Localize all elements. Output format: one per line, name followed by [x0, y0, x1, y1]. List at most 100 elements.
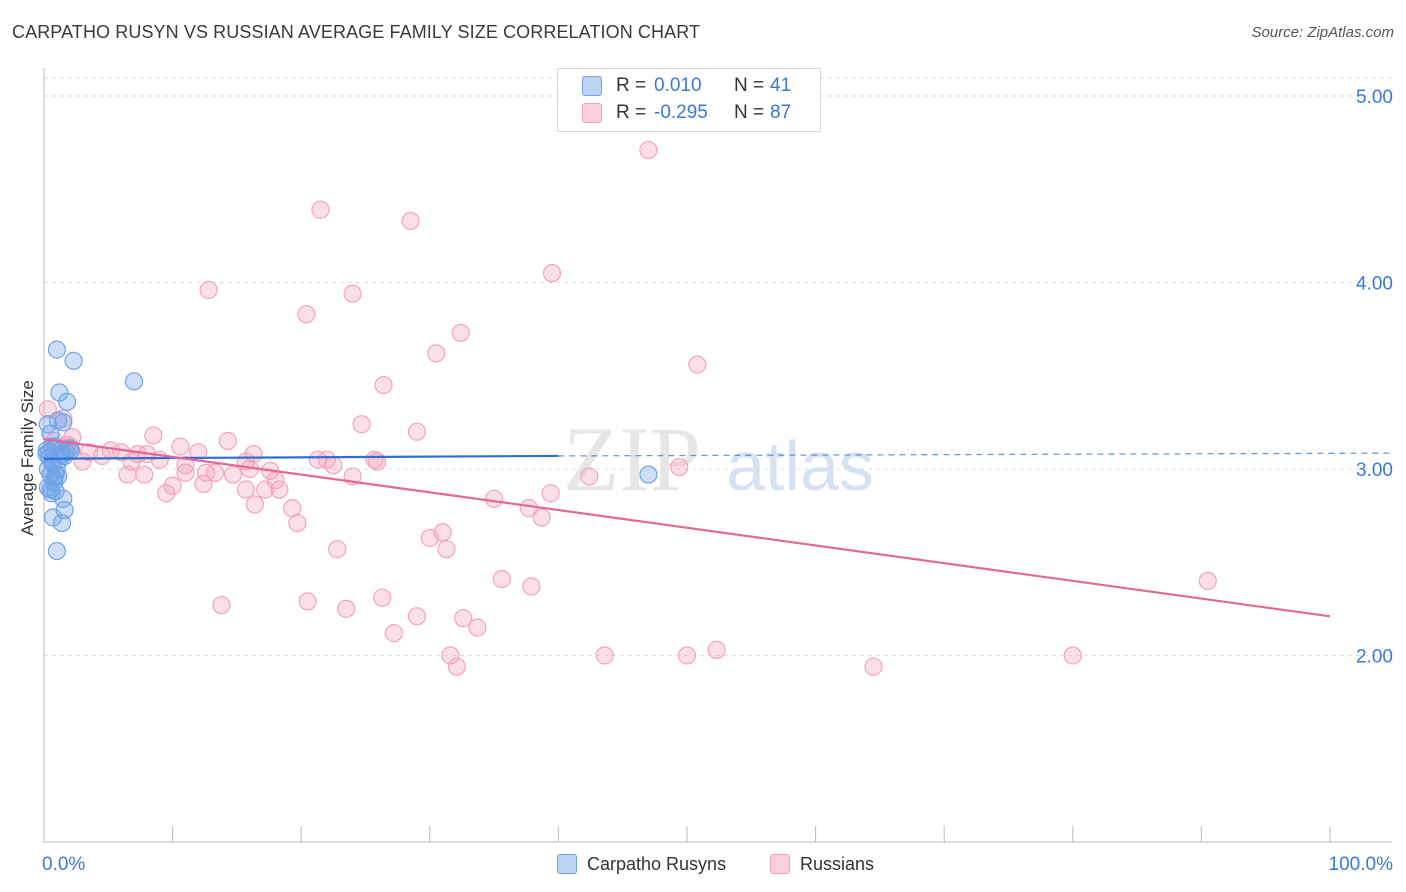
carpatho-point [639, 465, 658, 484]
carpatho-legend-label: Carpatho Rusyns [587, 853, 727, 874]
tick-labels: 2.00 3.00 4.00 5.00 0.0% 100.0% [42, 87, 1393, 875]
russians-point [288, 513, 307, 533]
n-label: N = [734, 75, 765, 96]
carpatho-point [124, 372, 144, 391]
russians-point [73, 452, 92, 471]
watermark: ZIP atlas [563, 408, 874, 510]
russians-point [492, 569, 511, 589]
y-tick-label: 2.00 [1356, 646, 1393, 667]
carpatho-point [50, 383, 69, 402]
russians-point [298, 592, 317, 611]
series-carpatho-rusyns [37, 340, 658, 561]
source-label: Source: ZipAtlas.com [1251, 24, 1394, 41]
russians-point [420, 528, 439, 548]
russians-point [1198, 571, 1217, 590]
legend-row-carpatho: R = 0.010 N = 41 [582, 74, 791, 98]
russians-point [522, 577, 541, 596]
russians-point [532, 508, 551, 527]
russians-point [639, 140, 658, 160]
russians-point [677, 646, 697, 665]
russians-point [541, 484, 560, 503]
r-value: 0.010 [654, 75, 702, 96]
carpatho-trend-line [43, 454, 559, 460]
russians-point [407, 422, 427, 441]
russians-point [38, 400, 57, 419]
russians-point [447, 657, 466, 676]
carpatho-point [47, 459, 66, 479]
russians-point [199, 280, 218, 300]
russians-legend-label: Russians [800, 853, 875, 874]
russians-point [163, 476, 182, 495]
russians-point [223, 465, 243, 484]
russians-point [373, 588, 392, 607]
russians-point [324, 456, 343, 475]
trend-lines [43, 438, 1391, 618]
russians-point [194, 474, 213, 494]
russians-point [427, 344, 446, 363]
russians-point [92, 446, 111, 466]
r-label: R = [616, 102, 647, 123]
correlation-legend: R = 0.010 N = 41 R = -0.295 N = 87 [557, 68, 821, 132]
russians-point [441, 646, 460, 665]
russians-point [171, 437, 190, 456]
russians-point [401, 211, 420, 231]
russians-point [157, 484, 176, 503]
carpatho-point [47, 541, 66, 561]
russians-point [707, 640, 726, 659]
carpatho-point [41, 480, 60, 499]
russians-point [236, 480, 256, 499]
russians-point [266, 471, 285, 490]
carpatho-trend-extension [558, 452, 1391, 457]
russians-point [118, 465, 137, 484]
russians-point [1063, 646, 1082, 665]
russians-point [437, 540, 456, 559]
russians-point [407, 607, 427, 626]
n-value: 41 [770, 75, 792, 96]
russians-point [135, 465, 154, 484]
russians-point [270, 480, 289, 499]
y-tick-label: 5.00 [1356, 87, 1393, 108]
axes [43, 68, 1392, 843]
carpatho-point [52, 513, 72, 533]
russians-point [580, 467, 599, 486]
carpatho-legend-icon [557, 854, 577, 874]
watermark-atlas: atlas [726, 427, 874, 505]
bottom-legend-carpatho[interactable]: Carpatho Rusyns [557, 852, 726, 876]
carpatho-swatch-icon [582, 76, 602, 96]
carpatho-point [58, 392, 77, 411]
russians-point [864, 657, 883, 676]
russians-trend-line [43, 438, 1331, 618]
russians-point [451, 323, 470, 342]
russians-point [311, 200, 330, 219]
russians-point [328, 540, 347, 559]
russians-legend-icon [770, 854, 790, 874]
russians-point [245, 495, 265, 514]
n-value: 87 [770, 102, 792, 123]
r-label: R = [616, 75, 647, 96]
russians-point [374, 375, 393, 395]
russians-point [212, 596, 231, 615]
russians-point [218, 431, 237, 451]
series-russians [38, 140, 1217, 676]
y-tick-label: 3.00 [1356, 460, 1393, 481]
russians-point [144, 426, 163, 445]
russians-point [176, 456, 195, 475]
russians-point [367, 452, 387, 471]
x-tick-label: 0.0% [42, 854, 85, 875]
bottom-legend-russians[interactable]: Russians [770, 852, 874, 876]
russians-point [595, 646, 614, 665]
y-tick-label: 4.00 [1356, 273, 1393, 294]
russians-point [256, 480, 275, 499]
russians-point [205, 463, 225, 482]
n-label: N = [734, 102, 765, 123]
russians-point [365, 450, 384, 469]
russians-point [468, 618, 487, 637]
chart-title: CARPATHO RUSYN VS RUSSIAN AVERAGE FAMILY… [12, 22, 701, 42]
russians-point [176, 463, 195, 482]
y-axis-label: Average Family Size [18, 380, 37, 536]
russians-point [352, 415, 371, 434]
russians-point [384, 624, 403, 643]
carpatho-point [37, 444, 56, 464]
x-tick-label: 100.0% [1329, 854, 1394, 875]
